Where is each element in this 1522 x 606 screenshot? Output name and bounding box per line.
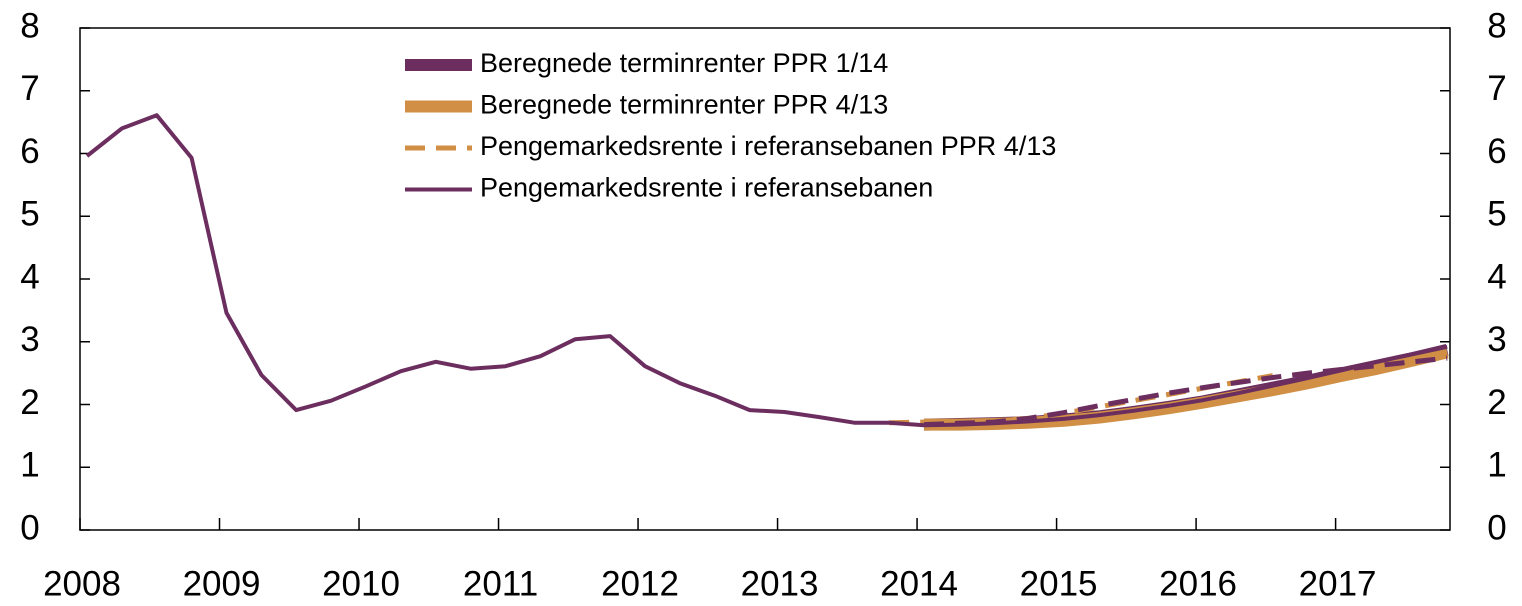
legend-label: Beregnede terminrenter PPR 4/13 bbox=[480, 90, 888, 120]
plot bbox=[85, 113, 1449, 431]
axes: 0 1 2 3 4 5 6 7 8 0 1 2 3 4 5 6 7 8 2008 2009 2010 2011 2012 20… bbox=[20, 6, 1506, 603]
y2-tick-label: 4 bbox=[1487, 257, 1506, 296]
y-tick-label: 8 bbox=[20, 6, 39, 45]
x-tick-label: 2011 bbox=[463, 564, 538, 603]
y-tick-label: 7 bbox=[20, 69, 39, 108]
x-tick-label: 2012 bbox=[601, 564, 679, 603]
legend-label: Pengemarkedsrente i referansebanen bbox=[480, 173, 933, 203]
y2-tick-label: 2 bbox=[1487, 383, 1506, 422]
series-line bbox=[923, 344, 1449, 431]
x-tick-label: 2010 bbox=[322, 564, 400, 603]
y2-tick-label: 0 bbox=[1487, 508, 1506, 547]
y-tick-label: 3 bbox=[20, 320, 39, 359]
series-line bbox=[85, 113, 1448, 428]
x-tick-label: 2015 bbox=[1020, 564, 1098, 603]
legend: Beregnede terminrenter PPR 1/14 Beregnede… bbox=[405, 48, 1056, 203]
y-tick-label: 1 bbox=[20, 446, 39, 485]
y2-tick-label: 8 bbox=[1487, 6, 1506, 45]
x-tick-label: 2013 bbox=[741, 564, 819, 603]
legend-label: Pengemarkedsrente i referansebanen PPR 4… bbox=[480, 131, 1056, 161]
y2-tick-label: 3 bbox=[1487, 320, 1506, 359]
x-tick-label: 2014 bbox=[880, 564, 958, 603]
y2-tick-label: 6 bbox=[1487, 132, 1506, 171]
y-tick-label: 5 bbox=[20, 195, 39, 234]
y-tick-label: 2 bbox=[20, 383, 39, 422]
x-tick-label: 2008 bbox=[43, 564, 121, 603]
x-tick-label: 2016 bbox=[1159, 564, 1237, 603]
y2-tick-label: 1 bbox=[1487, 446, 1506, 485]
legend-label: Beregnede terminrenter PPR 1/14 bbox=[480, 48, 888, 78]
y2-tick-label: 7 bbox=[1487, 69, 1506, 108]
y-tick-label: 0 bbox=[20, 508, 39, 547]
x-tick-label: 2017 bbox=[1299, 564, 1377, 603]
y2-tick-label: 5 bbox=[1487, 195, 1506, 234]
y-tick-label: 4 bbox=[20, 257, 39, 296]
y-tick-label: 6 bbox=[20, 132, 39, 171]
series-line bbox=[923, 355, 1448, 428]
x-tick-label: 2009 bbox=[183, 564, 261, 603]
